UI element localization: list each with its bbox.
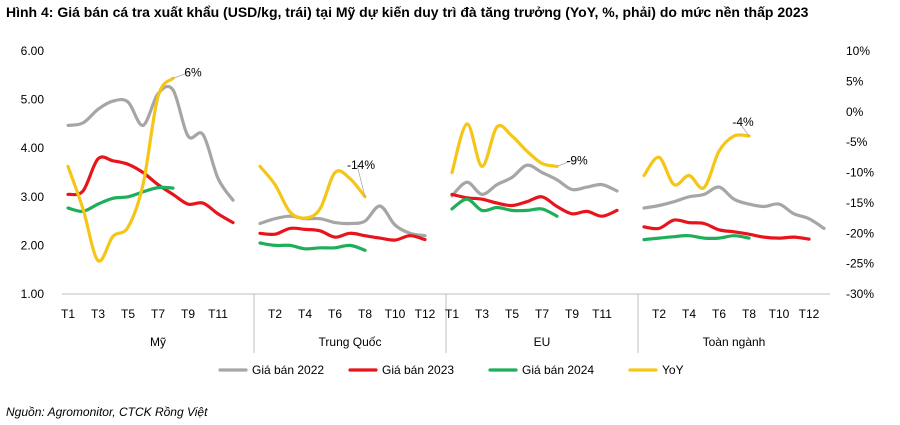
series-line-gia-ban-2022 xyxy=(642,185,826,230)
y-left-tick-label: 3.00 xyxy=(21,190,45,204)
x-tick-label: T10 xyxy=(385,307,406,321)
x-tick-label: T9 xyxy=(565,307,579,321)
x-tick-label: T6 xyxy=(712,307,726,321)
legend-label-gia-ban-2024: Giá bán 2024 xyxy=(522,363,594,377)
series-line-gia-ban-2023 xyxy=(450,192,619,218)
series-line-gia-ban-2023 xyxy=(642,218,811,241)
x-tick-label: T5 xyxy=(505,307,519,321)
y-right-tick-label: -5% xyxy=(846,135,868,149)
series-line-gia-ban-2023 xyxy=(66,155,235,225)
y-left-tick-label: 5.00 xyxy=(21,93,45,107)
x-tick-label: T4 xyxy=(682,307,696,321)
annotation-leader xyxy=(556,160,574,167)
series-line-gia-ban-2022 xyxy=(66,84,235,202)
x-tick-label: T11 xyxy=(592,307,612,321)
series-line-gia-ban-2022 xyxy=(258,204,427,238)
x-tick-label: T9 xyxy=(181,307,195,321)
series-line-gia-ban-2023 xyxy=(258,226,427,242)
annotation-label: -4% xyxy=(732,115,754,129)
panel-label: Toàn ngành xyxy=(703,335,766,349)
series-line-yoy xyxy=(258,164,367,220)
source-note: Nguồn: Agromonitor, CTCK Rồng Việt xyxy=(6,405,208,419)
x-tick-label: T12 xyxy=(415,307,436,321)
panel-label: Trung Quốc xyxy=(319,335,382,349)
x-tick-label: T2 xyxy=(652,307,666,321)
legend-label-yoy: YoY xyxy=(662,363,684,377)
series-line-yoy xyxy=(450,122,559,175)
legend-label-gia-ban-2023: Giá bán 2023 xyxy=(382,363,454,377)
y-right-tick-label: 5% xyxy=(846,74,864,88)
y-left-tick-label: 2.00 xyxy=(21,238,45,252)
series-line-gia-ban-2024 xyxy=(450,197,559,218)
x-tick-label: T8 xyxy=(358,307,372,321)
legend-label-gia-ban-2022: Giá bán 2022 xyxy=(252,363,324,377)
y-right-tick-label: -10% xyxy=(846,166,874,180)
x-tick-label: T7 xyxy=(151,307,165,321)
x-tick-label: T10 xyxy=(769,307,790,321)
x-tick-label: T2 xyxy=(268,307,282,321)
panel-label: EU xyxy=(534,335,551,349)
chart-title: Hình 4: Giá bán cá tra xuất khẩu (USD/kg… xyxy=(6,4,809,20)
series-line-yoy xyxy=(642,133,751,190)
series-line-gia-ban-2022 xyxy=(450,163,619,198)
series-line-yoy xyxy=(66,76,175,263)
x-tick-label: T5 xyxy=(121,307,135,321)
x-tick-label: T3 xyxy=(475,307,489,321)
y-left-tick-label: 6.00 xyxy=(21,44,45,58)
x-tick-label: T3 xyxy=(91,307,105,321)
annotation-label: 6% xyxy=(184,65,202,79)
x-tick-label: T8 xyxy=(742,307,756,321)
y-right-tick-label: 0% xyxy=(846,105,864,119)
annotation-leader xyxy=(356,164,366,197)
y-right-tick-label: -15% xyxy=(846,196,874,210)
chart-canvas: 1.00 2.00 3.00 4.00 5.00 6.00 -30% -25% -20% -15%… xyxy=(21,44,875,377)
y-right-tick-label: -25% xyxy=(846,257,874,271)
annotation-leader xyxy=(172,71,190,79)
x-tick-label: T7 xyxy=(535,307,549,321)
x-tick-label: T1 xyxy=(445,307,459,321)
y-right-tick-label: -20% xyxy=(846,226,874,240)
x-tick-label: T4 xyxy=(298,307,312,321)
annotation-leader xyxy=(738,121,750,137)
y-left-tick-label: 4.00 xyxy=(21,141,45,155)
y-right-tick-label: -30% xyxy=(846,287,874,301)
series-line-gia-ban-2024 xyxy=(642,234,751,242)
x-tick-label: T11 xyxy=(208,307,228,321)
y-right-tick-label: 10% xyxy=(846,44,870,58)
series-line-gia-ban-2024 xyxy=(258,241,367,252)
annotation-label: -9% xyxy=(566,153,588,167)
x-tick-label: T1 xyxy=(61,307,75,321)
x-tick-label: T6 xyxy=(328,307,342,321)
y-left-tick-label: 1.00 xyxy=(21,287,45,301)
annotation-label: -14% xyxy=(347,158,375,172)
x-tick-label: T12 xyxy=(799,307,820,321)
panel-label: Mỹ xyxy=(150,335,166,349)
